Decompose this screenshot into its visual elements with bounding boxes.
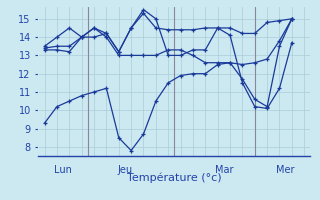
X-axis label: Température (°c): Température (°c) — [127, 173, 222, 183]
Text: Lun: Lun — [54, 165, 72, 175]
Text: Mer: Mer — [276, 165, 295, 175]
Text: Jeu: Jeu — [117, 165, 132, 175]
Text: Mar: Mar — [215, 165, 233, 175]
